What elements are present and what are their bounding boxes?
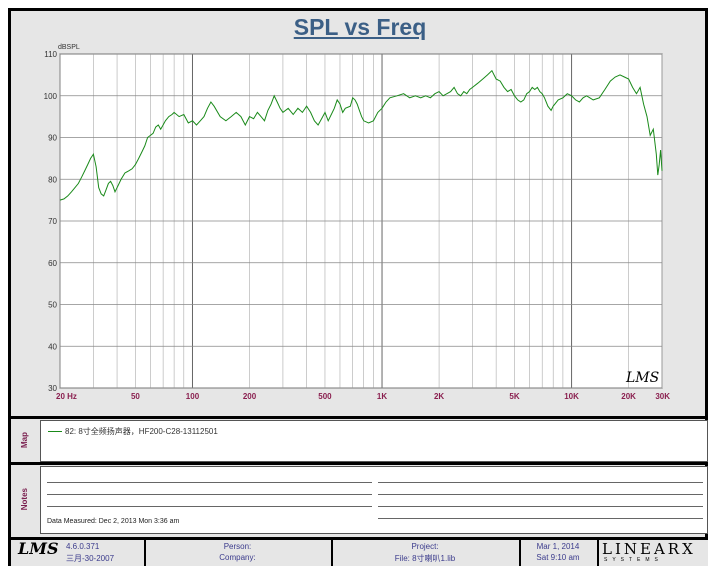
- y-tick-label: 80: [48, 175, 57, 184]
- footer-bar: [11, 537, 708, 566]
- note-line: [47, 494, 372, 495]
- note-line: [378, 506, 703, 507]
- y-tick-label: 100: [44, 92, 58, 101]
- x-tick-label: 2K: [434, 392, 444, 401]
- linearx-logo: LINEARX: [602, 540, 696, 558]
- x-tick-label: 30K: [655, 392, 670, 401]
- version-text: 4.6.0.371: [66, 542, 100, 551]
- y-tick-label: 30: [48, 384, 57, 393]
- divider: [11, 462, 708, 465]
- legend-swatch: [48, 431, 62, 432]
- file-label: File: 8寸喇叭1.lib: [394, 554, 456, 563]
- note-line: [47, 506, 372, 507]
- grid: [59, 53, 663, 389]
- note-line: [378, 518, 703, 519]
- note-line: [378, 482, 703, 483]
- build-date-text: 三月-30-2007: [66, 554, 115, 563]
- x-tick-label: 100: [186, 392, 200, 401]
- time-text: Sat 9:10 am: [536, 553, 580, 562]
- linearx-subtitle: SYSTEMS: [604, 557, 663, 563]
- project-cell: [331, 537, 519, 566]
- person-label: Person:: [223, 542, 252, 551]
- x-tick-label: 1K: [377, 392, 387, 401]
- y-tick-label: 110: [44, 50, 57, 59]
- x-tick-labels: 20 Hz 50 100 200 500 1K 2K 5K 10K 20K 30K: [56, 392, 670, 401]
- x-tick-label: 10K: [564, 392, 579, 401]
- x-tick-label: 50: [131, 392, 140, 401]
- plot-lms-logo: LMS: [625, 370, 659, 386]
- project-label: Project:: [411, 542, 439, 551]
- legend-panel: [40, 420, 708, 462]
- x-tick-label: 5K: [509, 392, 519, 401]
- map-label: Map: [20, 432, 29, 448]
- date-text: Mar 1, 2014: [536, 542, 580, 551]
- notes-label: Notes: [20, 488, 29, 511]
- note-line: [378, 494, 703, 495]
- spl-curve: [59, 69, 663, 201]
- date-measured: Data Measured: Dec 2, 2013 Mon 3:36 am: [47, 518, 180, 525]
- x-tick-label: 500: [318, 392, 332, 401]
- x-tick-label: 200: [243, 392, 257, 401]
- y-axis-label: dBSPL: [58, 44, 80, 51]
- y-tick-label: 90: [48, 134, 57, 143]
- y-tick-label: 50: [48, 301, 57, 310]
- brand-cell: [597, 537, 708, 566]
- lms-logo: LMS: [18, 539, 59, 558]
- y-tick-label: 70: [48, 217, 57, 226]
- x-tick-label: 20K: [621, 392, 636, 401]
- company-label: Company:: [219, 553, 256, 562]
- divider: [11, 416, 708, 419]
- notes-panel[interactable]: [40, 466, 708, 534]
- y-tick-label: 60: [48, 259, 57, 268]
- chart-title: SPL vs Freq: [293, 14, 427, 40]
- y-tick-label: 40: [48, 342, 57, 351]
- legend-entry: 82: 8寸全频扬声器，HF200-C28-13112501: [65, 427, 218, 436]
- y-tick-labels: 30 40 50 60 70 80 90 100 110: [44, 50, 58, 393]
- x-tick-label: 20 Hz: [56, 392, 77, 401]
- note-line: [47, 482, 372, 483]
- date-cell: [519, 537, 597, 566]
- person-cell: [144, 537, 331, 566]
